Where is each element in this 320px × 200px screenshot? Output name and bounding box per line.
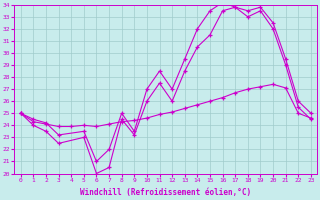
X-axis label: Windchill (Refroidissement éolien,°C): Windchill (Refroidissement éolien,°C) xyxy=(80,188,252,197)
